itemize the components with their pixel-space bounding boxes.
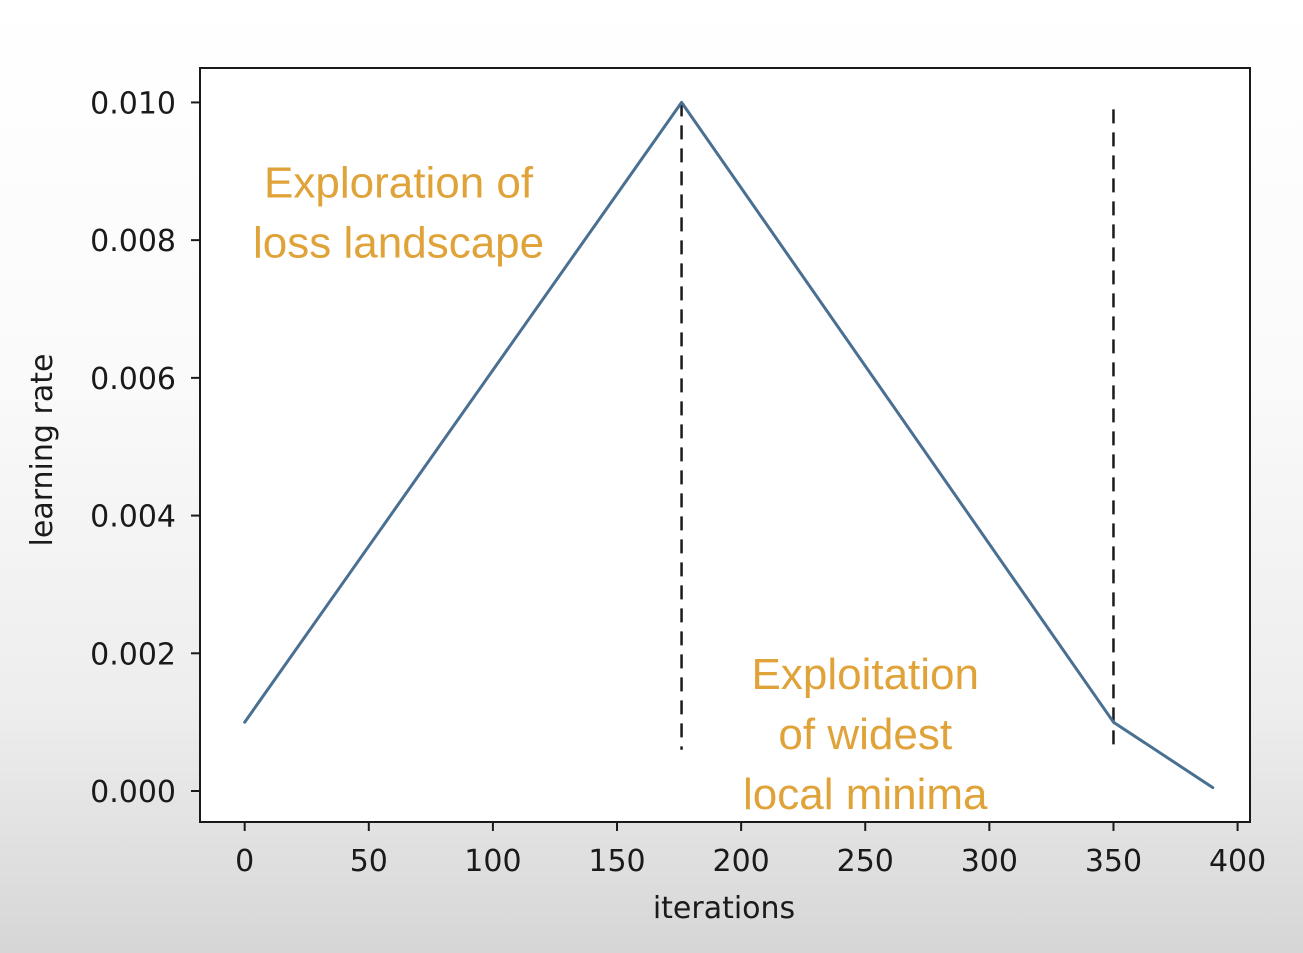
x-tick-label: 100 bbox=[464, 844, 521, 879]
y-tick-label: 0.004 bbox=[90, 500, 176, 535]
annotation-text: Exploration of bbox=[264, 158, 534, 207]
y-axis-label: learning rate bbox=[25, 354, 60, 547]
x-tick-label: 200 bbox=[713, 844, 770, 879]
x-tick-label: 150 bbox=[588, 844, 645, 879]
x-tick-label: 250 bbox=[837, 844, 894, 879]
x-ticks: 0 50 100 150 200 250 300 350 400 bbox=[235, 822, 1266, 879]
vlines-layer bbox=[680, 102, 1115, 750]
x-tick-label: 300 bbox=[961, 844, 1018, 879]
annotation-text: loss landscape bbox=[253, 218, 544, 267]
series-layer bbox=[243, 100, 1215, 790]
annotation-text: of widest bbox=[778, 710, 952, 759]
annotation-text: local minima bbox=[743, 770, 988, 819]
x-tick-label: 0 bbox=[235, 844, 254, 879]
x-tick-label: 400 bbox=[1209, 844, 1266, 879]
annotation-text: Exploitation bbox=[752, 650, 979, 699]
x-axis-label: iterations bbox=[653, 891, 795, 926]
y-tick-label: 0.002 bbox=[90, 637, 176, 672]
y-tick-label: 0.006 bbox=[90, 362, 176, 397]
learning-rate-line bbox=[243, 100, 1215, 790]
y-tick-label: 0.008 bbox=[90, 224, 176, 259]
x-tick-label: 50 bbox=[350, 844, 388, 879]
y-ticks: 0.000 0.002 0.004 0.006 0.008 0.010 bbox=[90, 86, 200, 810]
y-tick-label: 0.010 bbox=[90, 86, 176, 121]
x-tick-label: 350 bbox=[1085, 844, 1142, 879]
annotations-layer: Exploration of loss landscape Exploitation… bbox=[253, 158, 988, 819]
plot-area bbox=[200, 68, 1250, 822]
y-tick-label: 0.000 bbox=[90, 775, 176, 810]
plot-frame bbox=[199, 67, 1251, 823]
